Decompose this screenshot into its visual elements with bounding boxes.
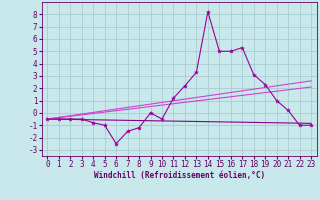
X-axis label: Windchill (Refroidissement éolien,°C): Windchill (Refroidissement éolien,°C) <box>94 171 265 180</box>
